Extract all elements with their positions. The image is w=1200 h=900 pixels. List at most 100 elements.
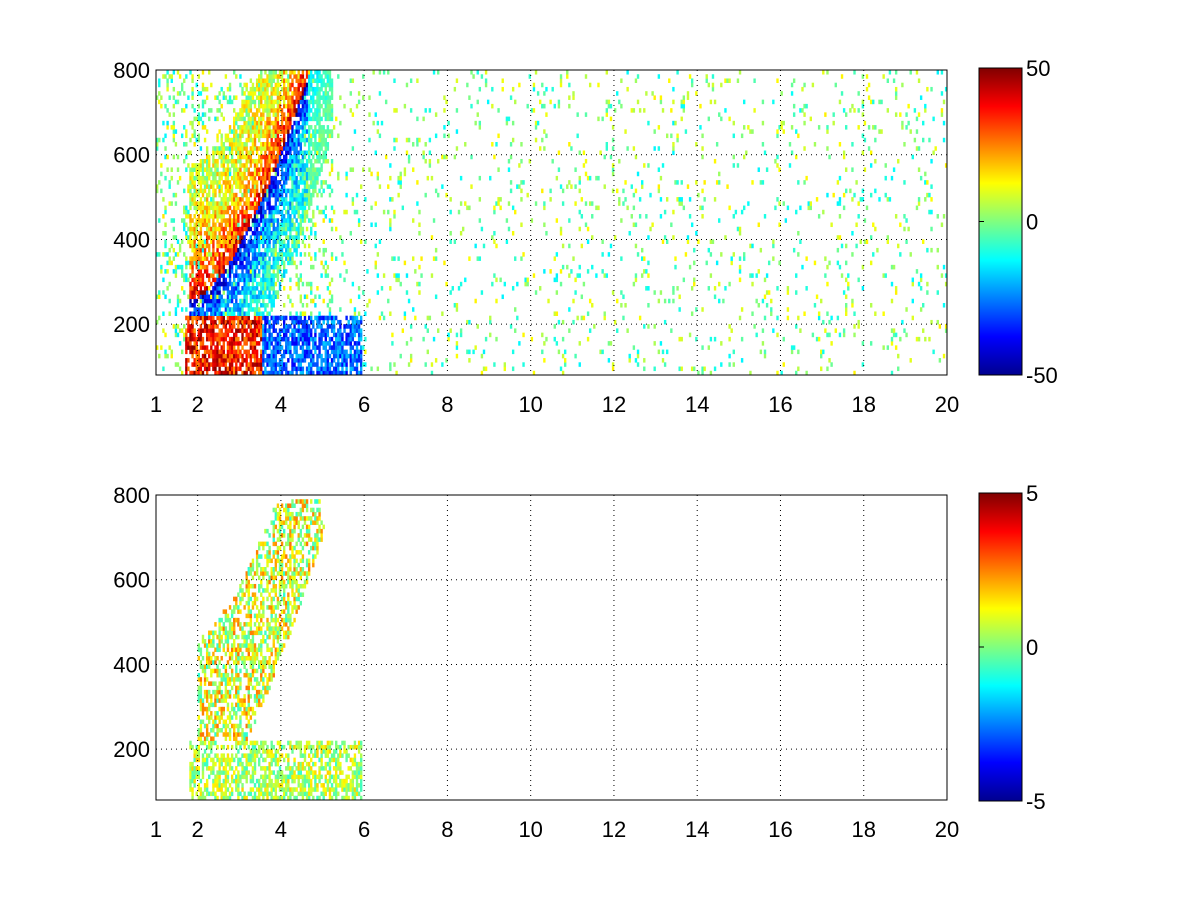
heatmap-cell bbox=[205, 226, 209, 232]
heatmap-cell bbox=[224, 197, 228, 202]
heatmap-cell bbox=[674, 120, 677, 126]
heatmap-cell bbox=[287, 209, 290, 215]
heatmap-cell bbox=[274, 167, 278, 172]
heatmap-cell bbox=[226, 137, 230, 143]
heatmap-cell bbox=[672, 150, 675, 156]
heatmap-cell bbox=[305, 188, 309, 194]
heatmap-cell bbox=[305, 192, 309, 198]
heatmap-cell bbox=[235, 146, 238, 151]
heatmap-cell bbox=[233, 163, 236, 168]
heatmap-cell bbox=[409, 358, 413, 363]
heatmap-cell bbox=[578, 264, 581, 270]
heatmap-cell bbox=[826, 366, 829, 372]
heatmap-cell bbox=[326, 95, 330, 100]
heatmap-cell bbox=[572, 91, 575, 96]
heatmap-cell bbox=[216, 239, 219, 244]
heatmap-cell bbox=[260, 294, 263, 300]
heatmap-cell bbox=[507, 167, 511, 172]
heatmap-cell bbox=[245, 188, 248, 194]
heatmap-cell bbox=[310, 256, 313, 261]
heatmap-cell bbox=[759, 180, 763, 185]
heatmap-cell bbox=[262, 256, 265, 261]
heatmap-cell bbox=[253, 341, 257, 346]
heatmap-cell bbox=[297, 286, 300, 291]
heatmap-cell bbox=[180, 328, 184, 333]
heatmap-cell bbox=[686, 235, 690, 240]
heatmap-cell bbox=[249, 341, 253, 346]
heatmap-cell bbox=[641, 273, 644, 278]
heatmap-cell bbox=[216, 269, 219, 274]
heatmap-cell bbox=[703, 197, 706, 202]
heatmap-cell bbox=[310, 366, 313, 372]
heatmap-cell bbox=[285, 230, 288, 236]
heatmap-cell bbox=[237, 197, 240, 202]
heatmap-cell bbox=[235, 214, 238, 219]
heatmap-cell bbox=[235, 95, 238, 100]
heatmap-cell bbox=[541, 332, 544, 338]
heatmap-cell bbox=[326, 366, 330, 372]
heatmap-cell bbox=[355, 370, 359, 376]
heatmap-cell bbox=[287, 137, 290, 143]
heatmap-cell bbox=[255, 243, 259, 249]
heatmap-cell bbox=[235, 370, 238, 376]
heatmap-cell bbox=[505, 239, 509, 244]
heatmap-cell bbox=[605, 142, 608, 147]
heatmap-cell bbox=[245, 205, 248, 211]
heatmap-cell bbox=[359, 370, 363, 376]
heatmap-cell bbox=[226, 222, 230, 228]
heatmap-cell bbox=[212, 311, 215, 316]
heatmap-cell bbox=[272, 269, 275, 274]
heatmap-cell bbox=[339, 349, 342, 355]
heatmap-cell bbox=[282, 175, 286, 181]
heatmap-cell bbox=[520, 256, 523, 261]
heatmap-cell bbox=[270, 150, 273, 156]
heatmap-cell bbox=[237, 281, 240, 287]
heatmap-cell bbox=[260, 95, 263, 100]
heatmap-cell bbox=[328, 112, 332, 117]
heatmap-cell bbox=[289, 298, 292, 304]
heatmap-cell bbox=[634, 154, 638, 160]
heatmap-cell bbox=[320, 154, 323, 160]
heatmap-cell bbox=[270, 82, 273, 88]
heatmap-cell bbox=[247, 281, 250, 287]
heatmap-cell bbox=[249, 260, 253, 266]
heatmap-cell bbox=[228, 142, 232, 147]
heatmap-cell bbox=[301, 230, 305, 236]
heatmap-cell bbox=[201, 99, 205, 105]
heatmap-cell bbox=[274, 171, 278, 177]
heatmap-cell bbox=[376, 129, 380, 134]
heatmap-cell bbox=[378, 91, 382, 96]
heatmap-cell bbox=[243, 175, 246, 181]
heatmap-cell bbox=[324, 150, 327, 156]
heatmap-cell bbox=[241, 302, 244, 308]
heatmap-cell bbox=[307, 74, 311, 79]
heatmap-cell bbox=[555, 218, 559, 223]
heatmap-cell bbox=[201, 247, 205, 253]
heatmap-cell bbox=[620, 78, 623, 84]
heatmap-cell bbox=[828, 358, 831, 363]
heatmap-cell bbox=[199, 167, 203, 172]
heatmap-cell bbox=[301, 125, 305, 130]
heatmap-cell bbox=[172, 133, 176, 139]
heatmap-cell bbox=[285, 129, 288, 134]
heatmap-cell bbox=[778, 222, 781, 228]
heatmap-cell bbox=[303, 82, 307, 88]
heatmap-cell bbox=[218, 226, 221, 232]
heatmap-cell bbox=[262, 188, 265, 194]
heatmap-cell bbox=[291, 252, 294, 257]
heatmap-cell bbox=[168, 256, 171, 261]
heatmap-cell bbox=[287, 112, 290, 117]
heatmap-cell bbox=[187, 163, 190, 168]
heatmap-cell bbox=[616, 298, 619, 304]
heatmap-cell bbox=[743, 256, 746, 261]
heatmap-cell bbox=[297, 277, 300, 283]
heatmap-cell bbox=[274, 319, 278, 325]
heatmap-cell bbox=[326, 158, 330, 164]
heatmap-cell bbox=[214, 175, 217, 181]
heatmap-cell bbox=[295, 74, 298, 79]
heatmap-cell bbox=[220, 252, 223, 257]
heatmap-cell bbox=[401, 328, 405, 333]
heatmap-cell bbox=[307, 112, 311, 117]
heatmap-cell bbox=[772, 256, 775, 261]
heatmap-cell bbox=[230, 286, 234, 291]
